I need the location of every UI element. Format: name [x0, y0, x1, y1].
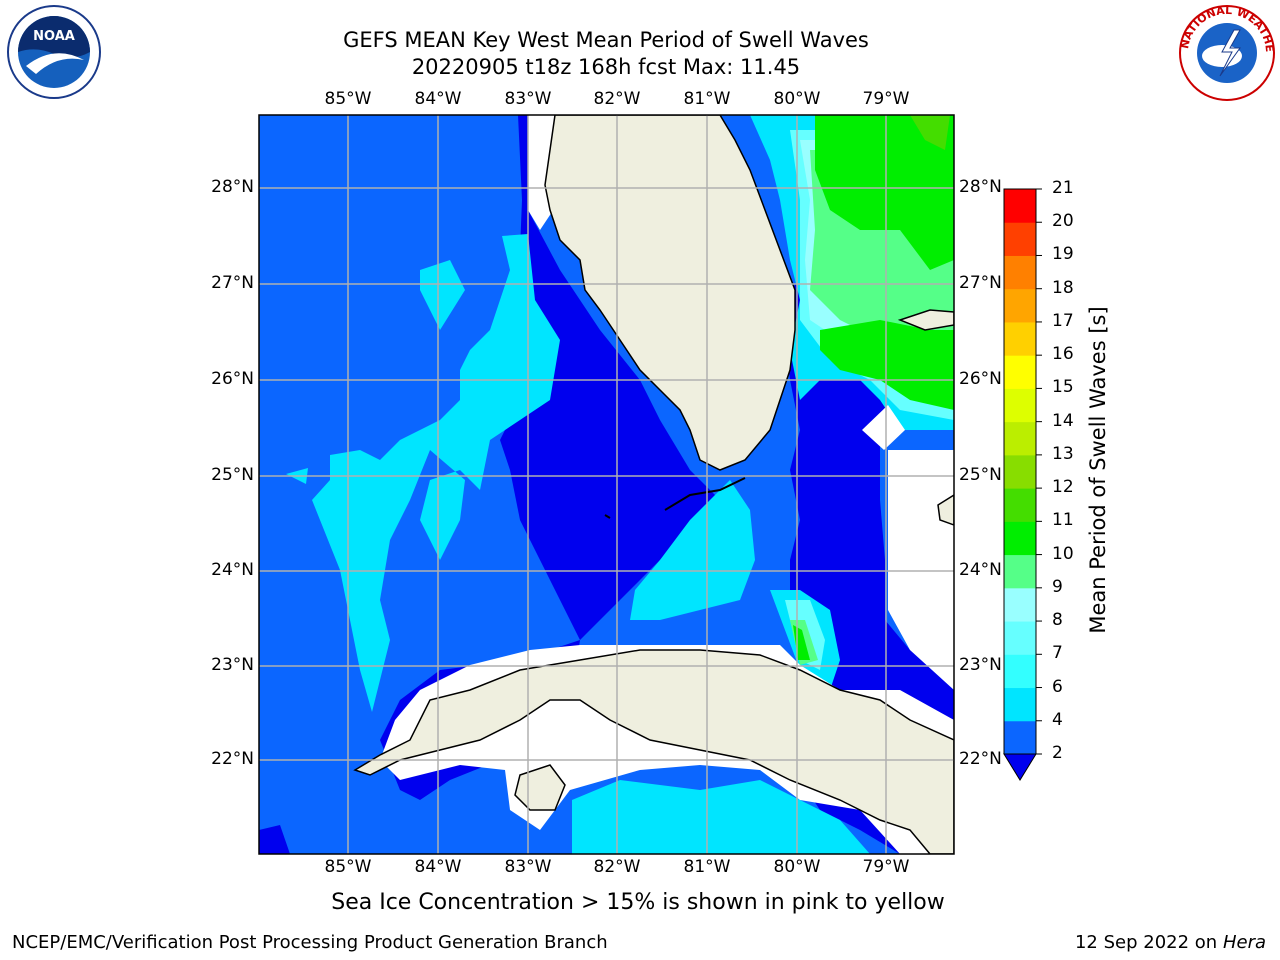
- nws-logo: NATIONAL WEATHER SERVICE: [1178, 4, 1276, 101]
- colorbar-segment: [1004, 521, 1036, 556]
- colorbar-tick-label: 11: [1052, 510, 1074, 531]
- contour-4-6-keys: [630, 480, 755, 620]
- lat-label-left: 24°N: [211, 560, 254, 580]
- colorbar-tick-label: 19: [1052, 244, 1074, 265]
- lat-label-right: 22°N: [959, 749, 1002, 769]
- lat-label-right: 28°N: [959, 177, 1002, 197]
- florida-keys: [664, 477, 746, 511]
- colorbar-segment: [1004, 189, 1036, 223]
- colorbar-extend: [1003, 753, 1037, 781]
- lat-label-right: 27°N: [959, 273, 1002, 293]
- lon-label-top: 83°W: [504, 89, 552, 109]
- lon-label-top: 79°W: [862, 89, 910, 109]
- lat-label-left: 28°N: [211, 177, 254, 197]
- footer-date: 12 Sep 2022 on Hera: [1075, 932, 1266, 953]
- colorbar-tick-label: 7: [1052, 643, 1063, 664]
- lat-label-right: 23°N: [959, 655, 1002, 675]
- colorbar-segment: [1004, 255, 1036, 290]
- contour-9-10: [815, 115, 954, 270]
- colorbar-frame: [1003, 188, 1037, 755]
- contour-4-6-south: [572, 780, 870, 854]
- colorbar-segment: [1004, 454, 1036, 489]
- colorbar-segment: [1004, 687, 1036, 722]
- colorbar-tick-label: 21: [1052, 178, 1074, 198]
- colorbar-segment: [1004, 587, 1036, 622]
- colorbar-tick-label: 15: [1052, 377, 1074, 398]
- lon-label-bottom: 84°W: [414, 857, 462, 877]
- lat-label-left: 26°N: [211, 369, 254, 389]
- colorbar-tick-label: 13: [1052, 443, 1074, 464]
- lon-label-bottom: 79°W: [862, 857, 910, 877]
- noaa-logo: NOAA: [7, 5, 101, 99]
- contour-below-2: [380, 115, 720, 800]
- colorbar-segment: [1004, 222, 1036, 256]
- colorbar-tick-label: 2: [1052, 743, 1063, 763]
- colorbar-segment: [1004, 554, 1036, 589]
- colorbar-segment: [1004, 654, 1036, 689]
- footer-credit: NCEP/EMC/Verification Post Processing Pr…: [12, 932, 608, 953]
- lon-label-bottom: 82°W: [593, 857, 641, 877]
- colorbar-segment: [1004, 355, 1036, 389]
- contour-below-2-sw: [259, 825, 290, 854]
- map-frame: [258, 114, 955, 855]
- title-line2: 20220905 t18z 168h fcst Max: 11.45: [411, 55, 801, 79]
- lon-label-bottom: 80°W: [773, 857, 821, 877]
- lat-label-right: 25°N: [959, 465, 1002, 485]
- colorbar-tick-label: 17: [1052, 310, 1074, 331]
- lat-label-left: 25°N: [211, 465, 254, 485]
- lon-label-top: 85°W: [324, 89, 372, 109]
- colorbar-tick-label: 12: [1052, 477, 1074, 498]
- colorbar-tick-label: 14: [1052, 410, 1074, 431]
- footer-date-text: 12 Sep 2022 on: [1074, 932, 1218, 953]
- bahamas-land: [897, 309, 954, 331]
- colorbar-tick-label: 16: [1052, 344, 1074, 365]
- colorbar-segment: [1004, 388, 1036, 423]
- lat-label-left: 23°N: [211, 655, 254, 675]
- colorbar-tick-label: 6: [1052, 676, 1063, 697]
- contour-9-10-b: [820, 320, 954, 410]
- sea-ice-note: Sea Ice Concentration > 15% is shown in …: [331, 890, 945, 915]
- lon-label-top: 84°W: [414, 89, 462, 109]
- colorbar-segment: [1004, 621, 1036, 655]
- title-line1: GEFS MEAN Key West Mean Period of Swell …: [343, 28, 869, 52]
- lat-label-left: 22°N: [211, 749, 254, 769]
- colorbar-segment: [1004, 321, 1036, 356]
- bahamas-land-2: [937, 494, 954, 526]
- lon-label-bottom: 83°W: [504, 857, 552, 877]
- colorbar-tick-label: 8: [1052, 610, 1063, 631]
- colorbar-label: Mean Period of Swell Waves [s]: [1086, 306, 1110, 634]
- colorbar: [1003, 188, 1042, 781]
- lon-label-top: 81°W: [683, 89, 731, 109]
- colorbar-tick-label: 9: [1052, 576, 1063, 597]
- colorbar-tick-label: 4: [1052, 709, 1063, 730]
- lon-label-top: 80°W: [773, 89, 821, 109]
- contour-4-6-islet: [420, 260, 465, 330]
- lat-label-left: 27°N: [211, 273, 254, 293]
- lat-label-right: 24°N: [959, 560, 1002, 580]
- colorbar-segment: [1004, 488, 1036, 522]
- footer-machine: Hera: [1222, 932, 1266, 953]
- mask-white-islet: [862, 405, 905, 450]
- mask-white-bahamas: [888, 450, 954, 690]
- lon-label-bottom: 81°W: [683, 857, 731, 877]
- contour-10-11: [910, 115, 950, 150]
- colorbar-segment: [1004, 288, 1036, 323]
- colorbar-tick-label: 10: [1052, 543, 1074, 564]
- colorbar-segment: [1004, 421, 1036, 456]
- colorbar-tick-label: 20: [1052, 211, 1074, 232]
- lon-label-top: 82°W: [593, 89, 641, 109]
- map-gridlines: [259, 115, 954, 854]
- contour-4-6-west: [312, 234, 560, 712]
- colorbar-segment: [1004, 720, 1036, 755]
- colorbar-tick-label: 18: [1052, 277, 1074, 298]
- dry-tortugas: [604, 514, 611, 519]
- lon-label-bottom: 85°W: [324, 857, 372, 877]
- noaa-logo-text: NOAA: [33, 29, 75, 44]
- lat-label-right: 26°N: [959, 369, 1002, 389]
- florida-land: [544, 115, 796, 471]
